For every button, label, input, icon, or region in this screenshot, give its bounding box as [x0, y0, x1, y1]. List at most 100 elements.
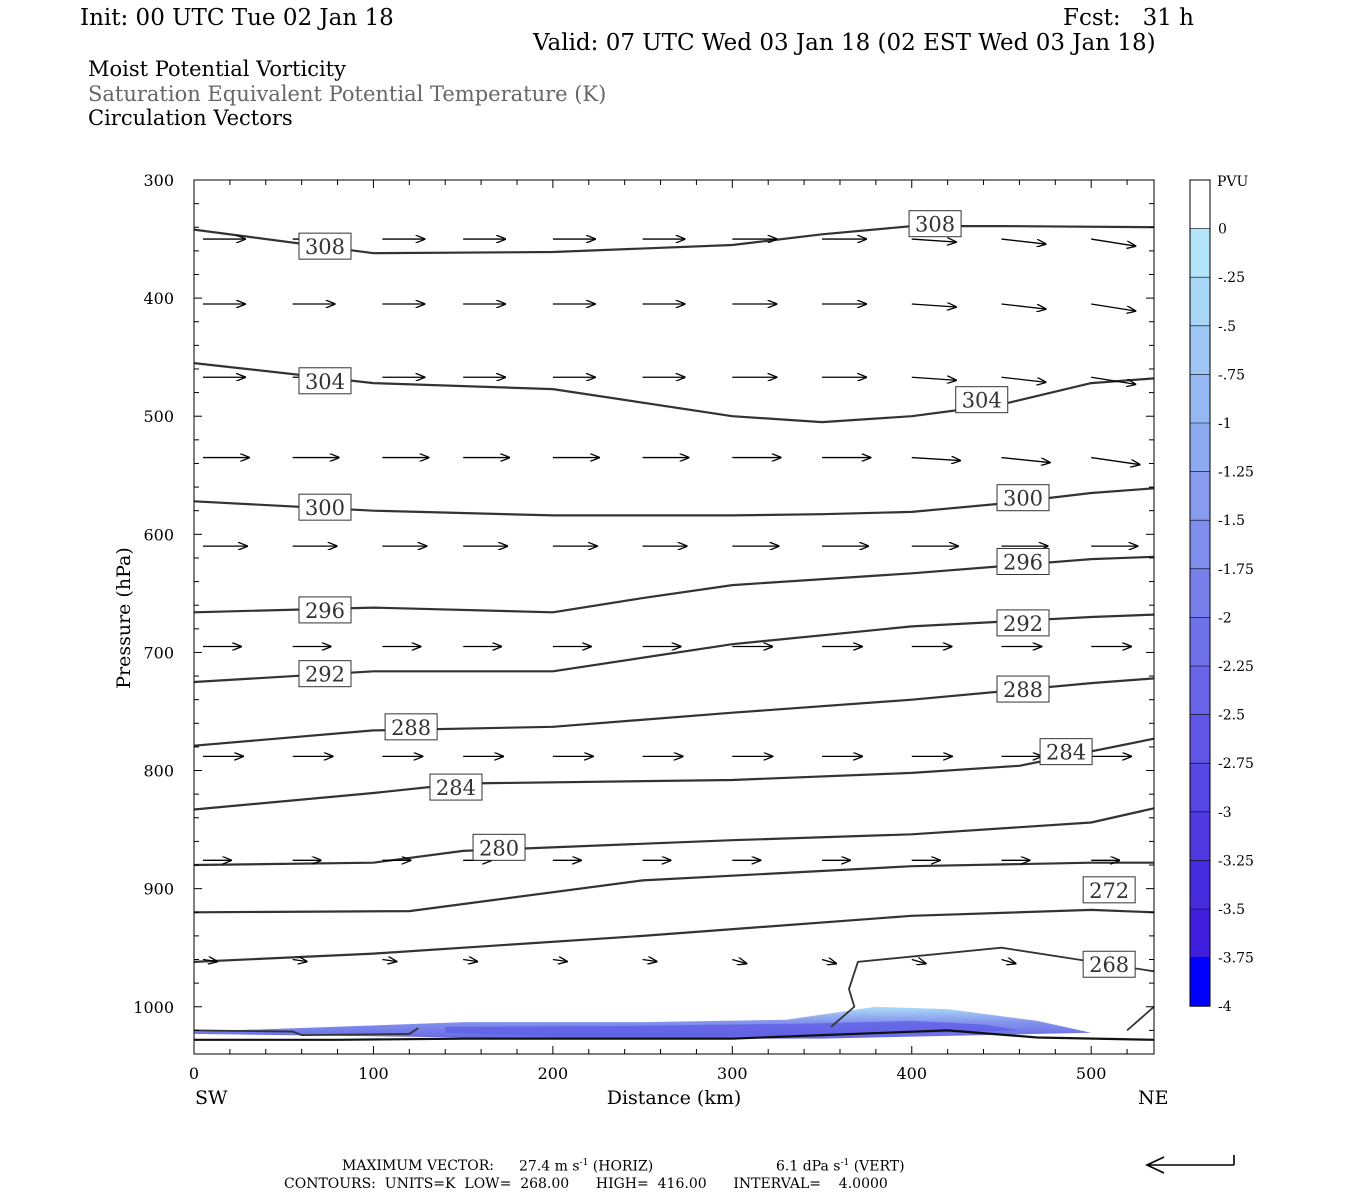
svg-text:304: 304: [305, 370, 345, 394]
contour-label-268: 268: [1082, 950, 1136, 978]
contour-line-280: [193, 807, 1155, 867]
y-tick-label: 300: [143, 171, 174, 190]
circulation-vector: [1001, 303, 1045, 309]
x-tick-label: 300: [717, 1064, 748, 1083]
circulation-vector: [1091, 303, 1135, 311]
surface-line: [194, 1029, 1155, 1041]
contour-line-296: [193, 555, 1155, 614]
x-tick-label: 500: [1076, 1064, 1107, 1083]
colorbar-swatch: [1190, 909, 1210, 958]
colorbar-label: -.75: [1218, 367, 1245, 383]
contour-label-300: 300: [996, 484, 1050, 512]
valid-time: Valid: 07 UTC Wed 03 Jan 18 (02 EST Wed …: [533, 30, 1156, 56]
contour-line-300: [193, 487, 1155, 517]
colorbar-swatch: [1190, 423, 1210, 472]
colorbar-swatch: [1190, 277, 1210, 326]
y-tick-label: 1000: [133, 998, 174, 1017]
svg-text:268: 268: [1089, 953, 1129, 977]
colorbar-label: -2.5: [1218, 708, 1245, 724]
y-tick-label: 700: [143, 643, 174, 662]
x-tick-label: 400: [896, 1064, 927, 1083]
colorbar-label: -3.25: [1218, 853, 1254, 869]
colorbar-swatch: [1190, 811, 1210, 861]
x-tick-label: 0: [189, 1064, 199, 1083]
colorbar-title: PVU: [1217, 174, 1249, 190]
pv-shading-layer: [194, 1006, 1092, 1039]
colorbar-label: -4: [1218, 999, 1232, 1015]
circulation-vector: [1091, 376, 1135, 384]
contour-label-304: 304: [955, 386, 1009, 414]
max-vector-vert: 6.1 dPa s-1 (VERT): [776, 1158, 905, 1175]
circulation-vector: [382, 960, 396, 962]
contour-label-284: 284: [429, 773, 483, 801]
circulation-vector: [732, 960, 746, 964]
contour-label-304: 304: [298, 367, 352, 395]
circulation-vector: [911, 304, 956, 307]
circulation-vector: [821, 960, 836, 964]
y-tick-label: 800: [143, 762, 174, 781]
pv-colorbar: 0 -.25 -.5 -.75 -1 -1.25 -1.5 -1.75 -2 -2.25 -2.5 -…: [1189, 179, 1254, 1015]
svg-text:300: 300: [1003, 487, 1043, 511]
colorbar-swatch: [1190, 325, 1210, 375]
colorbar-label: -.5: [1218, 319, 1236, 335]
contour-label-308: 308: [908, 210, 962, 238]
colorbar-swatch: [1190, 860, 1210, 909]
svg-text:296: 296: [1003, 550, 1043, 574]
contours-info: CONTOURS: UNITS=K LOW= 268.00 HIGH= 416.…: [284, 1176, 888, 1192]
colorbar-label: -3.75: [1218, 951, 1254, 967]
y-tick-label: 900: [143, 880, 174, 899]
circulation-vector: [1091, 238, 1135, 246]
contour-label-272: 272: [1082, 876, 1136, 904]
colorbar-label: -1.25: [1218, 465, 1254, 481]
svg-text:288: 288: [1003, 678, 1043, 702]
theta-es-contours: [193, 225, 1155, 1041]
y-axis-title: Pressure (hPa): [113, 547, 135, 689]
circulation-vector: [911, 960, 926, 964]
circulation-vector: [911, 458, 960, 461]
colorbar-label: -2: [1218, 610, 1232, 626]
colorbar-label: -3: [1218, 805, 1232, 821]
circulation-vector: [911, 377, 956, 380]
svg-text:304: 304: [962, 389, 1002, 413]
contour-label-292: 292: [298, 660, 352, 688]
reference-vector-arrow: [1145, 1155, 1235, 1174]
x-left-label: SW: [195, 1087, 228, 1109]
max-vector-horiz: 27.4 m s-1 (HORIZ): [519, 1158, 654, 1175]
contour-label-308: 308: [298, 232, 352, 260]
colorbar-label: -1: [1218, 416, 1232, 432]
colorbar-swatch: [1190, 617, 1210, 666]
colorbar-swatch: [1190, 714, 1210, 764]
x-right-label: NE: [1138, 1087, 1169, 1109]
y-tick-label: 500: [143, 407, 174, 426]
colorbar-swatch: [1190, 568, 1210, 618]
contour-label-288: 288: [996, 675, 1050, 703]
colorbar-label: -1.75: [1218, 562, 1254, 578]
circulation-vector: [1001, 456, 1049, 463]
contour-labels: 308 308 304 304 300 300 296 296 292 292 288 288 284 2…: [298, 210, 1136, 978]
init-time: Init: 00 UTC Tue 02 Jan 18: [80, 5, 394, 31]
contour-line-304: [193, 362, 1155, 424]
colorbar-swatch: [1190, 763, 1210, 812]
field-title-theta-es: Saturation Equivalent Potential Temperat…: [88, 82, 607, 106]
colorbar-label: -2.75: [1218, 756, 1254, 772]
contour-label-296: 296: [298, 596, 352, 624]
colorbar-label: -2.25: [1218, 659, 1254, 675]
colorbar-swatch: [1190, 374, 1210, 423]
colorbar-swatch: [1190, 180, 1210, 229]
svg-text:272: 272: [1089, 879, 1129, 903]
circulation-vector: [1001, 960, 1015, 964]
x-tick-label: 200: [538, 1064, 569, 1083]
colorbar-swatch: [1190, 228, 1210, 278]
contour-label-288: 288: [384, 713, 438, 741]
circulation-vector: [202, 960, 217, 962]
svg-text:296: 296: [305, 599, 345, 623]
svg-text:292: 292: [1003, 612, 1043, 636]
colorbar-swatch: [1190, 666, 1210, 715]
colorbar-label: -3.5: [1218, 902, 1245, 918]
contour-line-272: [193, 861, 1154, 914]
surface-contour-edge: [1126, 1006, 1155, 1032]
surface-contour: [193, 1027, 419, 1037]
svg-text:284: 284: [1046, 741, 1086, 765]
circulation-vector: [552, 960, 567, 962]
